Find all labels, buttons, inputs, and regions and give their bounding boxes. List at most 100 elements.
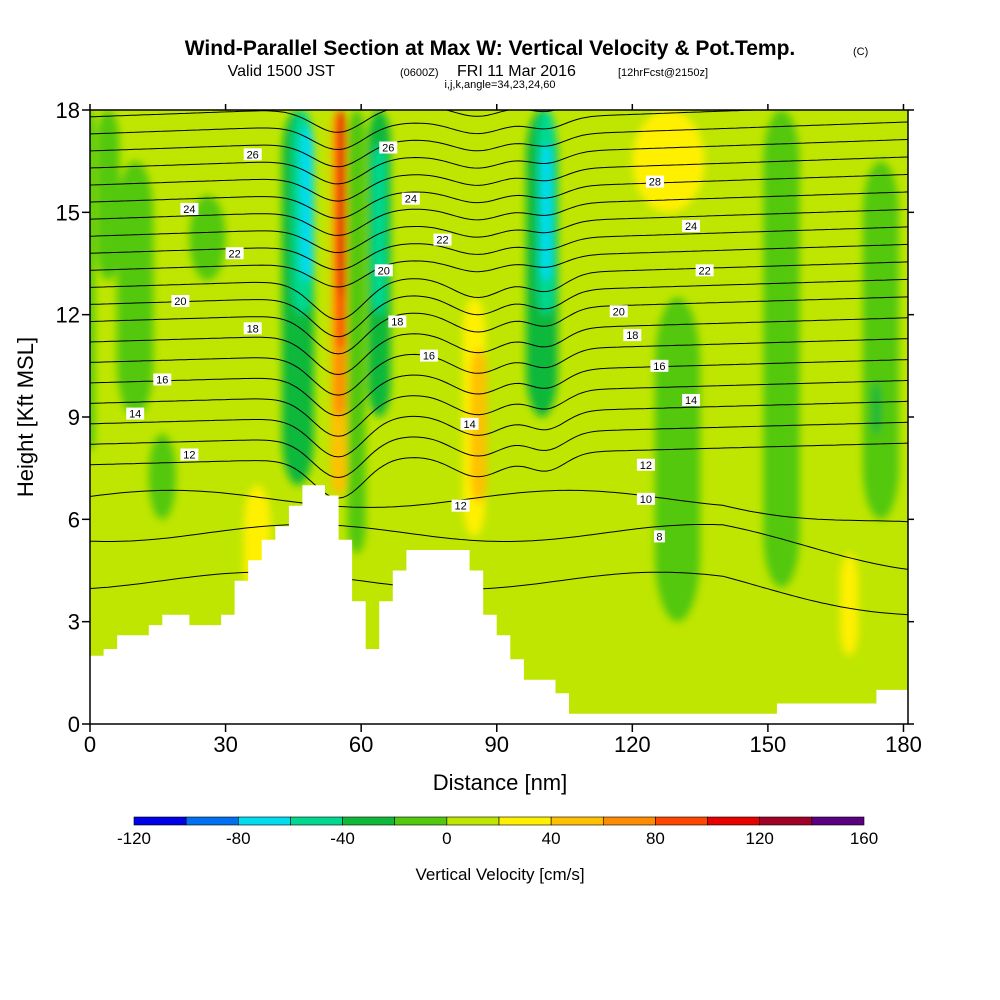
colorbar-tick-label: 80 xyxy=(646,829,665,848)
theta-contour xyxy=(90,400,908,458)
w-feature-0 xyxy=(90,110,95,452)
w-feature-27 xyxy=(108,519,145,663)
theta-contour-label: 12 xyxy=(636,458,655,472)
svg-text:18: 18 xyxy=(247,323,259,335)
svg-text:16: 16 xyxy=(423,351,435,363)
svg-text:20: 20 xyxy=(174,296,186,308)
theta-contour-label: 22 xyxy=(225,247,244,260)
w-feature-19 xyxy=(541,144,552,281)
theta-contour-label: 18 xyxy=(243,322,262,335)
colorbar-swatch xyxy=(707,816,761,826)
theta-contour-label: 20 xyxy=(374,264,393,277)
theta-contour-label: 12 xyxy=(180,448,199,462)
colorbar-swatch xyxy=(550,816,604,826)
svg-text:20: 20 xyxy=(613,306,625,318)
colorbar-swatch xyxy=(759,816,813,826)
colorbar-tick-label: -40 xyxy=(330,829,355,848)
colorbar-swatch xyxy=(290,816,343,826)
theta-contour-label: 22 xyxy=(433,233,452,247)
theta-contour xyxy=(90,191,908,236)
theta-contour xyxy=(90,379,908,437)
theta-contour-label: 18 xyxy=(623,329,642,342)
svg-text:12: 12 xyxy=(640,460,652,472)
svg-text:28: 28 xyxy=(649,177,661,189)
svg-text:16: 16 xyxy=(156,374,168,386)
colorbar-label: Vertical Velocity [cm/s] xyxy=(415,865,584,884)
theta-contour-label: 16 xyxy=(419,349,438,363)
colorbar-swatch xyxy=(446,816,500,826)
forecast-info: [12hrFcst@2150z] xyxy=(618,67,708,79)
svg-text:12: 12 xyxy=(183,450,195,462)
svg-text:14: 14 xyxy=(129,409,141,421)
valid-utc: (0600Z) xyxy=(400,67,439,79)
colorbar-tick-label: 0 xyxy=(442,829,451,848)
theta-contour xyxy=(90,243,908,288)
grid-indices: i,j,k,angle=34,23,24,60 xyxy=(444,79,555,91)
svg-text:10: 10 xyxy=(640,494,652,506)
colorbar-swatch xyxy=(498,816,552,826)
svg-text:22: 22 xyxy=(699,265,711,277)
svg-text:8: 8 xyxy=(656,531,662,543)
colorbar-swatch xyxy=(394,816,448,826)
w-feature-22 xyxy=(763,110,800,588)
svg-text:24: 24 xyxy=(405,194,417,206)
theta-contour-label: 14 xyxy=(126,407,145,421)
theta-contour xyxy=(90,489,908,523)
copyright-mark: (C) xyxy=(853,46,868,58)
vertical-velocity-field: 2626282424242222222020201818181616161414… xyxy=(90,110,908,724)
svg-text:12: 12 xyxy=(454,501,466,513)
theta-contour-label: 22 xyxy=(695,264,714,277)
theta-contour-label: 24 xyxy=(682,219,701,233)
theta-contour-label: 16 xyxy=(153,373,172,386)
theta-contour-label: 20 xyxy=(609,305,628,318)
w-feature-12 xyxy=(347,110,366,554)
theta-contour-label: 24 xyxy=(401,192,420,206)
w-feature-20 xyxy=(632,110,705,213)
theta-contour xyxy=(90,121,908,168)
w-feature-24 xyxy=(871,382,881,435)
svg-text:22: 22 xyxy=(228,248,240,260)
colorbar-swatch xyxy=(185,816,239,826)
theta-contour xyxy=(90,421,908,479)
theta-contour-label: 18 xyxy=(388,315,407,328)
x-tick-label: 150 xyxy=(750,732,787,757)
theta-contour xyxy=(90,359,908,417)
y-axis-label: Height [Kft MSL] xyxy=(13,337,38,497)
y-tick-label: 15 xyxy=(56,200,80,225)
w-feature-2 xyxy=(96,110,120,281)
theta-contour xyxy=(90,173,908,219)
theta-contour xyxy=(90,110,768,151)
theta-contour xyxy=(90,278,908,338)
y-tick-label: 3 xyxy=(68,610,80,635)
svg-text:14: 14 xyxy=(463,419,475,431)
y-tick-label: 0 xyxy=(68,712,80,737)
terrain-mask xyxy=(90,485,908,724)
y-tick-label: 9 xyxy=(68,405,80,430)
theta-contour-label: 16 xyxy=(650,359,669,373)
svg-text:14: 14 xyxy=(685,395,697,407)
x-tick-label: 90 xyxy=(484,732,508,757)
colorbar-tick-label: -120 xyxy=(117,829,151,848)
w-feature-3 xyxy=(189,195,226,281)
theta-contour-label: 26 xyxy=(379,141,398,155)
theta-contour-label: 14 xyxy=(460,417,479,431)
x-tick-label: 60 xyxy=(349,732,373,757)
theta-contour xyxy=(90,156,908,202)
valid-date: FRI 11 Mar 2016 xyxy=(457,63,576,80)
colorbar-swatch xyxy=(655,816,708,826)
theta-contour-label: 10 xyxy=(636,492,655,506)
theta-contour xyxy=(90,571,908,616)
theta-contour-label: 8 xyxy=(653,530,665,543)
theta-contour-label: 28 xyxy=(645,175,664,189)
theta-contour xyxy=(90,139,908,185)
w-feature-11 xyxy=(337,110,345,298)
colorbar-tick-label: 120 xyxy=(746,829,774,848)
colorbar-swatch xyxy=(602,816,656,826)
theta-contour xyxy=(90,110,557,133)
colorbar-tick-label: 40 xyxy=(542,829,561,848)
x-tick-label: 180 xyxy=(885,732,922,757)
y-tick-label: 12 xyxy=(56,303,80,328)
w-feature-21 xyxy=(654,297,701,622)
colorbar-swatch xyxy=(133,816,187,826)
y-tick-label: 6 xyxy=(68,507,80,532)
